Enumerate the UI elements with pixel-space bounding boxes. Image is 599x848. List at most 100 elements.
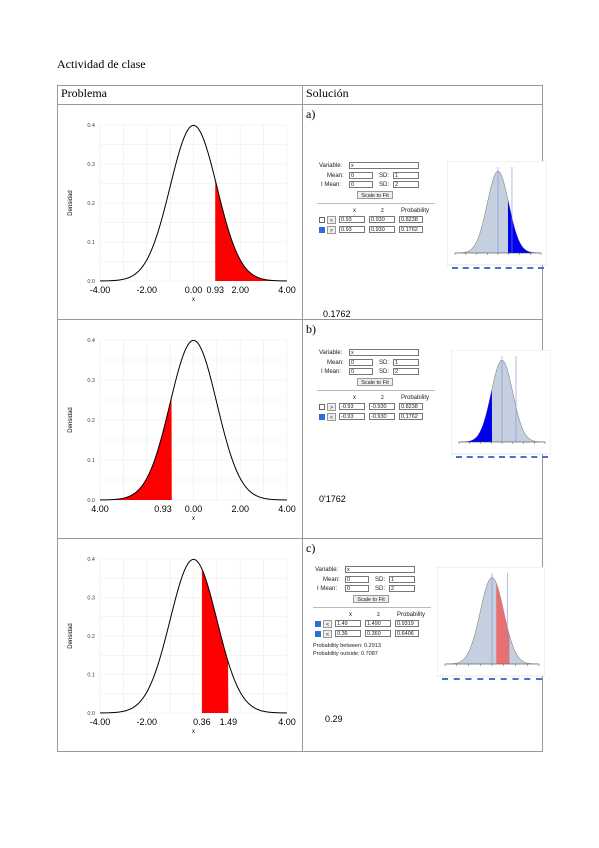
z-value-field[interactable]: 1.490 xyxy=(365,620,391,627)
imean-field[interactable]: 0 xyxy=(345,585,369,592)
operator-button[interactable]: < xyxy=(323,620,332,628)
answer-value: 0.29 xyxy=(325,714,343,724)
item-letter: c) xyxy=(306,541,316,555)
calculator-panel: Variable: x Mean: 0 SD: 1 I Mean: 0 SD: 2 Scale to… xyxy=(317,162,447,263)
x-tick-label: 4.00 xyxy=(278,717,296,727)
y-tick-label: 0.4 xyxy=(87,338,95,344)
z-value-field[interactable]: 0.930 xyxy=(369,216,395,223)
y-tick-label: 0.3 xyxy=(87,162,95,168)
row-checkbox[interactable] xyxy=(315,631,321,637)
isd-label: SD: xyxy=(379,369,390,375)
item-letter: a) xyxy=(306,107,316,121)
scale-to-fit-button[interactable]: Scale to Fit xyxy=(353,595,389,603)
separator xyxy=(317,390,435,391)
answer-value: 0.1762 xyxy=(323,309,351,319)
variable-field[interactable]: x xyxy=(349,162,419,169)
mini-axis-label-mark xyxy=(499,456,505,458)
x-tick-label: 0.36 xyxy=(193,717,211,727)
operator-button[interactable]: < xyxy=(323,630,332,638)
x-tick-label: 1.49 xyxy=(220,717,238,727)
answer-value: 0'1762 xyxy=(319,494,346,504)
variable-field[interactable]: x xyxy=(345,566,415,573)
calculator-panel: Variable: x Mean: 0 SD: 1 I Mean: 0 SD: 2 Scale to… xyxy=(313,566,443,677)
x-tick-label: 0.93 xyxy=(206,285,224,295)
row-a: 0.0 0.1 0.2 0.3 0.4 -4.00 -2.00 0.00 0.93 2.00 4.0… xyxy=(57,104,547,320)
imean-field[interactable]: 0 xyxy=(349,181,373,188)
y-tick-label: 0.2 xyxy=(87,418,95,424)
operator-button[interactable]: > xyxy=(327,403,336,411)
y-tick-label: 0.1 xyxy=(87,673,95,679)
calculator-panel: Variable: x Mean: 0 SD: 1 I Mean: 0 SD: 2 Scale to… xyxy=(317,349,447,450)
variable-label: Variable: xyxy=(315,567,339,573)
x-axis-label: x xyxy=(192,516,195,522)
mean-field[interactable]: 0 xyxy=(349,172,373,179)
y-tick-label: 0.0 xyxy=(87,498,95,504)
mini-axis-label-mark xyxy=(453,678,460,680)
isd-label: SD: xyxy=(375,586,386,592)
x-axis-label: x xyxy=(192,729,195,735)
y-tick-label: 0.4 xyxy=(87,123,95,129)
x-value-field[interactable]: -0.93 xyxy=(339,413,365,420)
mean-field[interactable]: 0 xyxy=(345,576,369,583)
z-value-field[interactable]: -0.930 xyxy=(369,403,395,410)
x-value-field[interactable]: 1.49 xyxy=(335,620,361,627)
x-tick-label: -4.00 xyxy=(90,285,111,295)
sd-field[interactable]: 1 xyxy=(393,359,419,366)
probability-field: 0.8238 xyxy=(399,403,423,410)
row-checkbox[interactable] xyxy=(319,414,325,420)
mini-axis-label-mark xyxy=(488,456,495,458)
row-checkbox[interactable] xyxy=(319,404,325,410)
isd-field[interactable]: 2 xyxy=(393,181,419,188)
x-tick-label: 0.00 xyxy=(185,285,203,295)
density-curve xyxy=(99,124,288,282)
operator-button[interactable]: < xyxy=(327,413,336,421)
solution-cell: a) Variable: x Mean: 0 SD: 1 I Mean: 0 SD: 2 Scale… xyxy=(302,104,547,320)
row-checkbox[interactable] xyxy=(319,227,325,233)
mini-axis-label-mark xyxy=(473,267,480,269)
x-axis-label: x xyxy=(192,297,195,303)
y-tick-label: 0.1 xyxy=(87,458,95,464)
col-z-header: z xyxy=(377,612,380,618)
mini-axis-label-mark xyxy=(520,456,527,458)
operator-button[interactable]: < xyxy=(327,216,336,224)
variable-label: Variable: xyxy=(319,163,343,169)
x-value-field[interactable]: 0.36 xyxy=(335,630,361,637)
separator xyxy=(313,607,431,608)
operator-button[interactable]: > xyxy=(327,226,336,234)
mean-field[interactable]: 0 xyxy=(349,359,373,366)
col-solution-header: Solución xyxy=(302,85,543,105)
isd-field[interactable]: 2 xyxy=(389,585,415,592)
row-checkbox[interactable] xyxy=(319,217,325,223)
row-c: 0.0 0.1 0.2 0.3 0.4 -4.00 -2.00 0.36 1.49 4.00 x De… xyxy=(57,538,545,752)
probability-field: 0.9319 xyxy=(395,620,419,627)
x-tick-label: -4.00 xyxy=(90,717,111,727)
x-tick-label: 4.00 xyxy=(278,504,296,514)
solution-cell: c) Variable: x Mean: 0 SD: 1 I Mean: 0 SD: 2 Scale… xyxy=(302,538,545,752)
problem-cell: 0.0 0.1 0.2 0.3 0.4 -4.00 -2.00 0.36 1.49 4.00 x De… xyxy=(57,538,303,752)
z-value-field[interactable]: 0.930 xyxy=(369,226,395,233)
sd-field[interactable]: 1 xyxy=(393,172,419,179)
x-value-field[interactable]: 0.93 xyxy=(339,226,365,233)
x-value-field[interactable]: -0.93 xyxy=(339,403,365,410)
z-value-field[interactable]: -0.930 xyxy=(369,413,395,420)
sd-label: SD: xyxy=(379,360,390,366)
x-value-field[interactable]: 0.93 xyxy=(339,216,365,223)
mini-axis-label-mark xyxy=(442,678,448,680)
z-value-field[interactable]: 0.360 xyxy=(365,630,391,637)
row-checkbox[interactable] xyxy=(315,621,321,627)
sd-field[interactable]: 1 xyxy=(389,576,415,583)
problem-cell: 0.0 0.1 0.2 0.3 0.4 4.00 0.93 0.00 2.00 4.00 x Dens… xyxy=(57,319,303,539)
variable-field[interactable]: x xyxy=(349,349,419,356)
problem-cell: 0.0 0.1 0.2 0.3 0.4 -4.00 -2.00 0.00 0.93 2.00 4.0… xyxy=(57,104,303,320)
col-x-header: x xyxy=(349,612,352,618)
probability-field: 0.1762 xyxy=(399,226,423,233)
calculator-mini-plot xyxy=(447,161,547,269)
col-probability-header: Probability xyxy=(401,395,430,401)
scale-to-fit-button[interactable]: Scale to Fit xyxy=(357,378,393,386)
scale-to-fit-button[interactable]: Scale to Fit xyxy=(357,191,393,199)
sd-label: SD: xyxy=(375,577,386,583)
x-tick-label: 4.00 xyxy=(91,504,109,514)
y-tick-label: 0.1 xyxy=(87,240,95,246)
imean-field[interactable]: 0 xyxy=(349,368,373,375)
isd-field[interactable]: 2 xyxy=(393,368,419,375)
